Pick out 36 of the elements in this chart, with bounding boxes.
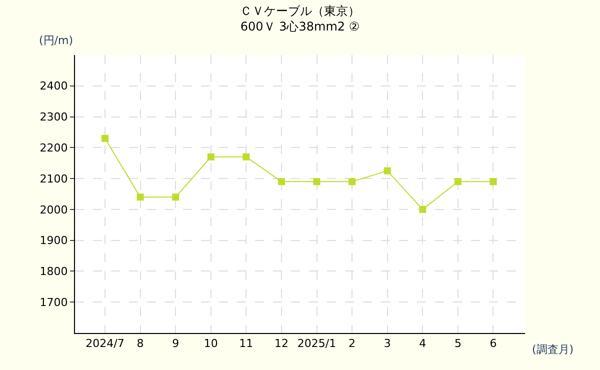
- point: [490, 178, 497, 186]
- x-tick-label: 12: [274, 337, 288, 350]
- point: [454, 178, 462, 186]
- point: [242, 153, 250, 160]
- point: [384, 167, 391, 174]
- x-tick-label: 2024/7: [86, 337, 124, 350]
- x-tick-label: 3: [384, 337, 391, 350]
- x-tick-label: 6: [490, 337, 497, 350]
- x-tick-label: 9: [172, 337, 180, 350]
- point: [136, 194, 144, 201]
- chart-title: ＣＶケーブル（東京）: [240, 4, 360, 18]
- point: [207, 153, 214, 160]
- point: [278, 178, 285, 186]
- y-tick-label: 2300: [40, 110, 68, 124]
- y-tick-label: 2200: [40, 142, 68, 155]
- x-tick-label: 11: [239, 337, 254, 350]
- x-tick-label: 10: [204, 337, 218, 350]
- point: [419, 206, 426, 213]
- y-tick-label: 1700: [40, 296, 68, 309]
- x-tick-label: 5: [454, 337, 462, 350]
- x-tick-label: 2025/1: [297, 337, 336, 350]
- x-tick-label: 2: [348, 337, 356, 350]
- y-tick-label: 2400: [40, 80, 68, 93]
- x-axis-title: (調査月): [532, 343, 574, 356]
- x-tick-label: 4: [419, 337, 426, 350]
- point: [348, 178, 356, 186]
- y-tick-label: 2100: [40, 172, 68, 186]
- point: [172, 194, 180, 201]
- x-tick-label: 8: [136, 337, 144, 350]
- point: [102, 134, 108, 142]
- y-axis-title: (円/m): [39, 34, 74, 47]
- point: [313, 178, 320, 186]
- chart-subtitle: 600Ｖ 3心38mm2 ②: [240, 19, 360, 34]
- y-tick-label: 2000: [40, 203, 68, 216]
- y-tick-label: 1800: [40, 265, 68, 278]
- y-tick-label: 1900: [40, 234, 68, 248]
